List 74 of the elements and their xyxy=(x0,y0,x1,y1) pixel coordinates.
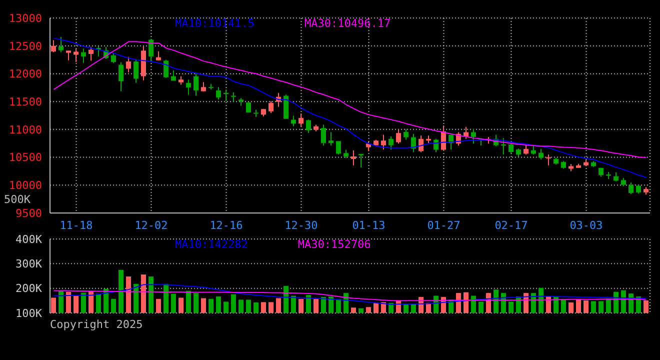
candlestick xyxy=(471,128,476,144)
line-series xyxy=(53,38,647,178)
candlestick xyxy=(81,48,86,64)
y-tick-label: 300K xyxy=(16,258,42,271)
text: MA30:10496.17 xyxy=(304,17,391,30)
text: MA10:10141.5 xyxy=(175,17,254,30)
candlestick xyxy=(418,135,424,153)
candlestick xyxy=(351,150,356,166)
x-tick-label: 01-27 xyxy=(427,218,460,232)
x-tick-label: 02-17 xyxy=(494,218,528,232)
y-tick-label: 100K xyxy=(16,306,42,320)
candlestick xyxy=(381,134,386,150)
y-tick-label: 9500 xyxy=(16,206,42,220)
y-tick-label: 10500 xyxy=(8,151,42,164)
x-tick-label: 11-18 xyxy=(60,218,93,232)
candlestick xyxy=(58,36,64,53)
candlestick xyxy=(366,140,371,152)
text: 500K xyxy=(4,193,30,206)
y-tick-label: 12000 xyxy=(8,68,42,81)
text: MA30:152706 xyxy=(298,238,371,251)
candlestick xyxy=(74,48,78,63)
line-series xyxy=(53,41,647,158)
candlestick xyxy=(284,94,288,120)
candlestick xyxy=(546,154,551,166)
candlestick xyxy=(268,100,274,114)
y-tick-label: 11500 xyxy=(8,95,42,108)
line-series xyxy=(53,290,647,302)
x-tick-label: 01-13 xyxy=(352,218,386,232)
candlestick xyxy=(298,113,304,128)
candlestick xyxy=(134,58,138,84)
candlestick xyxy=(524,144,528,155)
candlestick xyxy=(51,40,56,53)
line-series xyxy=(53,284,647,305)
candlestick xyxy=(336,140,341,155)
candlestick xyxy=(501,138,506,155)
candlestick xyxy=(88,46,94,62)
candlestick xyxy=(434,138,438,153)
text: MA10:142282 xyxy=(175,238,248,251)
candlestick xyxy=(321,124,326,146)
text: Copyright 2025 xyxy=(50,318,143,331)
candlestick xyxy=(358,153,364,168)
y-tick-label: 400K xyxy=(16,232,42,246)
candlestick xyxy=(464,126,468,140)
candlestick xyxy=(538,148,544,160)
y-tick-label: 12500 xyxy=(8,40,42,53)
y-tick-label: 200K xyxy=(16,282,42,296)
candlestick xyxy=(628,182,634,195)
candlestick xyxy=(388,136,394,150)
candlestick xyxy=(201,82,206,92)
y-tick-label: 10000 xyxy=(8,179,42,192)
candlestick xyxy=(411,133,416,153)
x-tick-label: 12-30 xyxy=(284,218,318,232)
candlestick xyxy=(224,89,228,102)
x-tick-label: 03-03 xyxy=(570,218,603,232)
candlestick xyxy=(396,128,401,144)
candlestick xyxy=(186,79,191,96)
candlestick xyxy=(216,86,221,100)
y-tick-label: 13000 xyxy=(8,12,42,25)
candlestick xyxy=(328,132,334,146)
x-tick-label: 12-02 xyxy=(134,218,168,232)
candlestick xyxy=(254,109,258,118)
candlestick xyxy=(291,115,296,127)
candlestick xyxy=(306,119,311,134)
candlestick xyxy=(66,50,71,61)
candlestick xyxy=(164,59,168,78)
candlestick xyxy=(441,125,446,151)
candlestick xyxy=(118,62,124,92)
candlestick xyxy=(194,73,198,96)
candlestick xyxy=(111,53,116,64)
candlestick xyxy=(148,38,154,62)
candlestick xyxy=(126,56,131,73)
candlestick xyxy=(404,128,408,140)
y-tick-label: 11000 xyxy=(8,123,42,136)
x-tick-label: 12-16 xyxy=(210,218,243,232)
